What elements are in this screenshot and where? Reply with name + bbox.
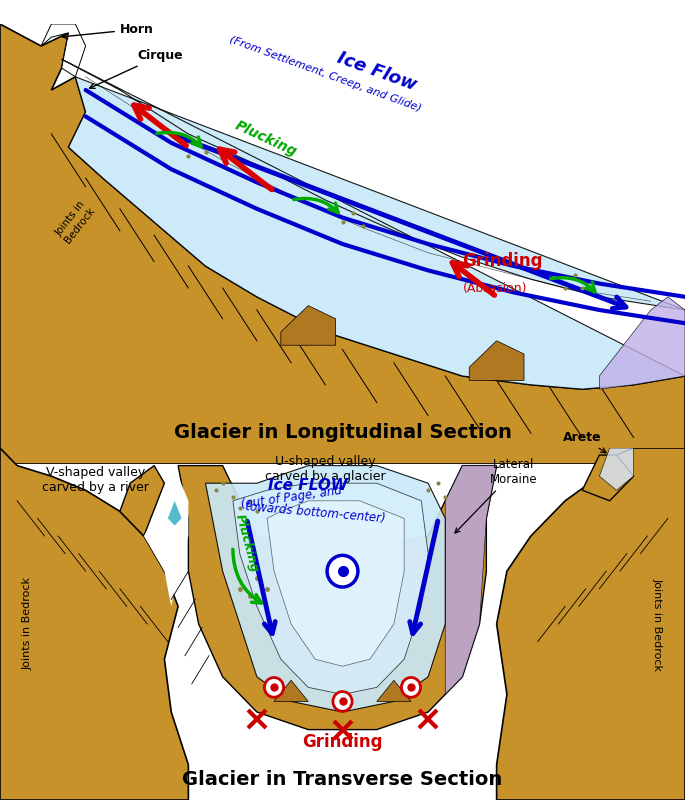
Text: Plucking: Plucking bbox=[233, 118, 299, 159]
Text: V-shaped valley
carved by a river: V-shaped valley carved by a river bbox=[42, 466, 149, 494]
Text: Cirque: Cirque bbox=[90, 50, 183, 88]
Text: Horn: Horn bbox=[62, 22, 153, 38]
Polygon shape bbox=[0, 448, 188, 800]
Polygon shape bbox=[206, 466, 445, 712]
Text: Glacier in Transverse Section: Glacier in Transverse Section bbox=[182, 770, 503, 790]
Text: U-shaped valley
carved by a glacier: U-shaped valley carved by a glacier bbox=[265, 455, 386, 483]
Text: Joints in Bedrock: Joints in Bedrock bbox=[653, 578, 662, 670]
Polygon shape bbox=[41, 24, 86, 77]
Text: Ice FLOW: Ice FLOW bbox=[269, 478, 348, 494]
Polygon shape bbox=[144, 476, 188, 606]
Polygon shape bbox=[267, 501, 404, 666]
Polygon shape bbox=[274, 680, 308, 702]
Polygon shape bbox=[281, 306, 336, 346]
Polygon shape bbox=[0, 24, 685, 464]
Text: (Abrasion): (Abrasion) bbox=[462, 282, 527, 295]
Polygon shape bbox=[178, 466, 497, 730]
Text: Joints in Bedrock: Joints in Bedrock bbox=[23, 578, 32, 670]
Text: (out of Page, and: (out of Page, and bbox=[240, 484, 342, 511]
Circle shape bbox=[401, 678, 421, 698]
Text: Joints in
Bedrock: Joints in Bedrock bbox=[53, 198, 97, 246]
Polygon shape bbox=[497, 448, 685, 800]
Text: (From Settlement, Creep, and Glide): (From Settlement, Creep, and Glide) bbox=[228, 35, 423, 114]
Text: Ice Flow: Ice Flow bbox=[334, 49, 419, 94]
Polygon shape bbox=[599, 448, 634, 490]
Text: Glacier in Longitudinal Section: Glacier in Longitudinal Section bbox=[173, 423, 512, 442]
Polygon shape bbox=[233, 483, 428, 694]
Polygon shape bbox=[469, 341, 524, 380]
Text: Lateral
Moraine: Lateral Moraine bbox=[455, 458, 538, 533]
Polygon shape bbox=[377, 680, 411, 702]
Circle shape bbox=[327, 555, 358, 587]
Text: Grinding: Grinding bbox=[462, 252, 543, 270]
Text: towards bottom-center): towards bottom-center) bbox=[245, 500, 386, 525]
Polygon shape bbox=[62, 59, 685, 389]
Circle shape bbox=[264, 678, 284, 698]
Polygon shape bbox=[599, 297, 685, 389]
Circle shape bbox=[333, 691, 352, 711]
Polygon shape bbox=[445, 466, 497, 694]
Polygon shape bbox=[582, 455, 634, 501]
Polygon shape bbox=[120, 466, 164, 536]
Text: Grinding: Grinding bbox=[302, 733, 383, 751]
Text: Arete: Arete bbox=[563, 431, 606, 453]
Polygon shape bbox=[168, 501, 182, 526]
Text: Plucking: Plucking bbox=[233, 513, 261, 574]
